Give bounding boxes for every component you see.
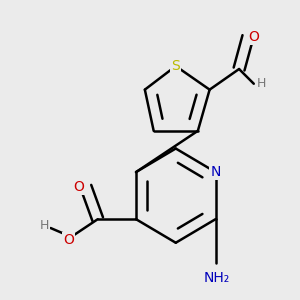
Text: H: H (40, 219, 50, 232)
Text: H: H (256, 77, 266, 90)
Text: N: N (210, 165, 221, 179)
Text: O: O (63, 233, 74, 247)
Text: NH₂: NH₂ (204, 271, 230, 285)
Text: S: S (171, 59, 180, 73)
Text: O: O (248, 30, 259, 44)
Text: O: O (73, 180, 84, 194)
